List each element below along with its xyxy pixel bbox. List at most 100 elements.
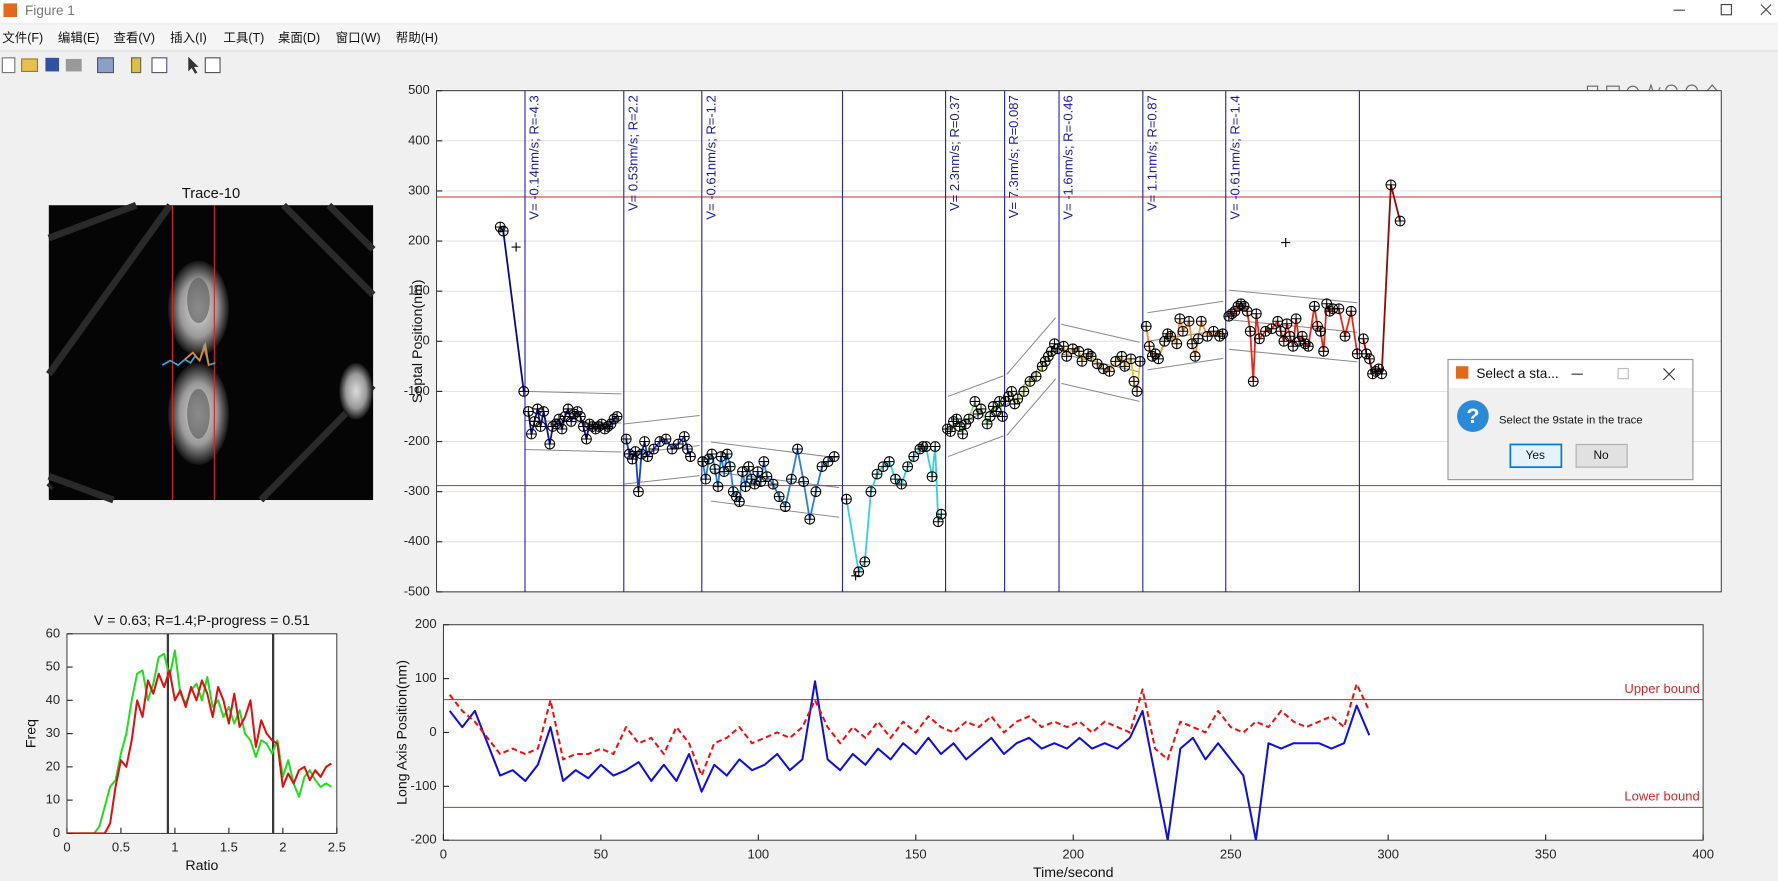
menu-item[interactable]: 插入(I) [170, 31, 207, 45]
marker-plus [1309, 301, 1320, 312]
data-point [871, 468, 883, 480]
data-point [1253, 333, 1265, 345]
marker-plus [1242, 306, 1253, 317]
marker-plus [639, 436, 650, 447]
tool-new[interactable] [1, 57, 16, 74]
marker-plus [575, 411, 586, 422]
y-tick-label: 200 [408, 232, 430, 247]
menu-item[interactable]: 帮助(H) [396, 31, 438, 45]
y-axis-label: Long Axis Position(nm) [394, 660, 410, 805]
marker-plus [1217, 328, 1228, 339]
marker-plus [755, 476, 766, 487]
data-point [522, 406, 534, 417]
marker-plus [774, 491, 785, 502]
data-point [1370, 365, 1381, 377]
data-point [1024, 375, 1036, 387]
marker-plus [957, 429, 968, 439]
tool-legend[interactable] [151, 57, 168, 74]
maximize-button[interactable] [1720, 3, 1733, 16]
data-point [1183, 315, 1195, 327]
trace-overlay [184, 341, 210, 366]
tool-inspector[interactable] [204, 57, 221, 74]
data-point [1171, 338, 1183, 350]
no-button-label[interactable]: No [1593, 448, 1609, 462]
data-point [984, 411, 996, 422]
marker-plus [621, 434, 632, 444]
marker-plus [1074, 346, 1084, 357]
data-point [1110, 355, 1122, 367]
marker-plus [532, 404, 543, 414]
y-tick-label: -100 [411, 778, 437, 793]
dialog-message: Select the 9state in the trace [1499, 415, 1643, 427]
data-point [633, 486, 644, 498]
no-button[interactable] [1575, 443, 1628, 468]
tool-open[interactable] [21, 58, 39, 72]
close-button[interactable] [1760, 4, 1772, 16]
data-layer [436, 90, 1722, 592]
data-point [841, 493, 852, 505]
x-tick-label: 0.5 [112, 840, 130, 855]
fit-line [524, 390, 622, 395]
data-point [721, 448, 733, 460]
data-point [798, 476, 810, 487]
marker-plus [1012, 394, 1023, 404]
marker-plus [636, 449, 647, 459]
chart: 0 10 20 30 40 50 60 0 0.5 1 1.5 2 2.5 V = 0.63; R=1.4… [24, 613, 346, 874]
menu-item[interactable]: 工具(T) [223, 31, 264, 45]
data-point [636, 448, 647, 460]
data-point [1104, 365, 1115, 377]
data-point [773, 491, 785, 503]
marker-plus [1196, 316, 1207, 327]
data-point [697, 456, 709, 467]
data-point [1250, 308, 1262, 320]
marker-plus [1129, 376, 1139, 387]
app-icon [3, 3, 18, 18]
y-tick-label: 60 [46, 625, 60, 640]
marker-plus [685, 451, 696, 462]
data-point [562, 403, 574, 415]
marker-plus [673, 439, 684, 449]
data-layer [443, 680, 1704, 841]
data-point [734, 496, 745, 508]
fit-line [947, 375, 1004, 397]
tool-colorbar[interactable] [131, 57, 142, 74]
data-point [945, 426, 956, 437]
menu-item[interactable]: 文件(F) [2, 30, 43, 45]
tool-link[interactable] [97, 57, 115, 74]
data-point [666, 443, 678, 455]
data-point [682, 443, 693, 455]
marker-plus [667, 444, 677, 454]
marker-plus [734, 496, 745, 507]
tool-print[interactable] [65, 58, 82, 72]
yes-button[interactable] [1509, 443, 1563, 468]
marker-plus [581, 434, 592, 444]
fit-line [710, 441, 840, 459]
window-title: Figure 1 [25, 3, 75, 18]
data-point [926, 471, 938, 482]
data-point [1226, 308, 1238, 320]
data-point [1128, 375, 1140, 387]
tool-pointer[interactable] [188, 56, 199, 74]
marker-plus [554, 414, 564, 424]
menu-item[interactable]: 桌面(D) [278, 31, 320, 45]
tool-save[interactable] [45, 57, 60, 72]
y-tick-label: 400 [408, 132, 430, 147]
menu-item[interactable]: 查看(V) [113, 31, 155, 45]
marker-plus [713, 481, 723, 492]
fit-line [1061, 323, 1140, 343]
marker-plus [1315, 326, 1326, 337]
dialog-close[interactable] [1663, 368, 1676, 381]
yes-button-label[interactable]: Yes [1526, 448, 1545, 462]
annotation: V= 0.53nm/s; R=2.2 [625, 95, 640, 211]
data-point [1309, 300, 1320, 312]
menu-item[interactable]: 窗口(W) [336, 31, 381, 45]
data-point [565, 416, 577, 427]
fit-line [1229, 319, 1358, 333]
menu-item[interactable]: 编辑(E) [58, 30, 100, 45]
marker-plus [841, 494, 852, 505]
data-point [1189, 350, 1201, 362]
marker-plus [817, 461, 827, 472]
x-axis-label: Time/second [1033, 865, 1114, 881]
marker-plus [526, 429, 537, 439]
menu-bar [0, 24, 1778, 50]
